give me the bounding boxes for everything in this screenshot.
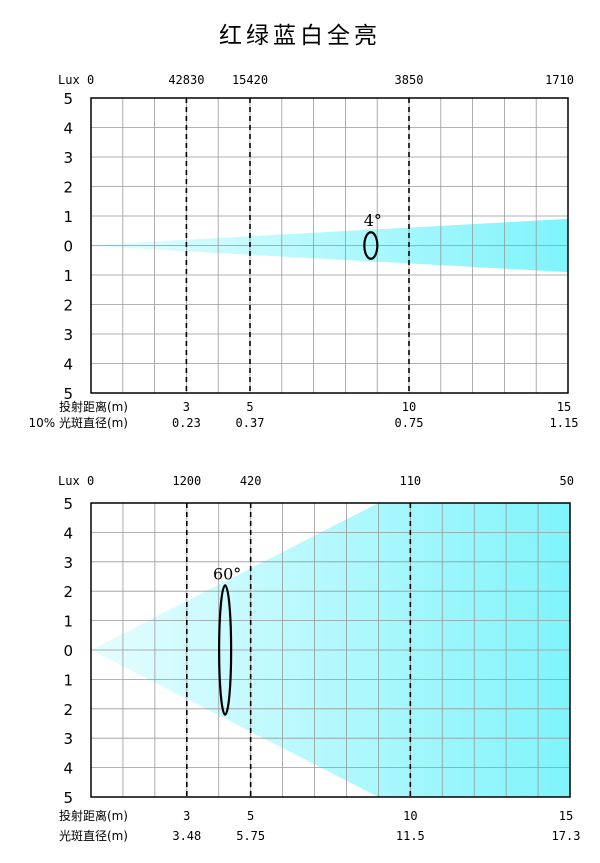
diameter-tick-label: 5.75 [236, 829, 265, 843]
diameter-tick-label: 17.3 [552, 829, 581, 843]
y-tick-label: 1 [63, 208, 73, 226]
lux-tick-label: 0 [87, 474, 94, 488]
y-tick-label: 2 [63, 297, 73, 315]
beam-angle-marker [218, 584, 233, 716]
distance-row-label: 投射距离(m) [59, 399, 128, 414]
diameter-tick-label: 0.37 [236, 416, 265, 430]
y-tick-label: 2 [63, 179, 73, 197]
y-tick-label: 4 [63, 120, 73, 138]
y-tick-label: 4 [63, 524, 73, 542]
y-tick-label: 5 [63, 789, 73, 807]
y-tick-label: 3 [63, 326, 73, 344]
diameter-tick-label: 0.75 [395, 416, 424, 430]
lux-tick-label: 420 [240, 474, 262, 488]
distance-tick-label: 15 [559, 809, 573, 823]
lux-tick-label: 50 [560, 474, 574, 488]
distance-tick-label: 15 [557, 400, 571, 414]
lux-tick-label: 15420 [232, 73, 268, 87]
y-tick-label: 5 [63, 495, 73, 513]
distance-row-label: 投射距离(m) [59, 808, 128, 823]
y-tick-label: 5 [63, 385, 73, 403]
y-tick-label: 1 [63, 613, 73, 631]
y-tick-label: 0 [63, 238, 73, 256]
diameter-tick-label: 0.23 [172, 416, 201, 430]
lux-tick-label: 1710 [545, 73, 574, 87]
y-tick-label: 2 [63, 701, 73, 719]
distance-tick-label: 3 [183, 400, 190, 414]
y-tick-label: 2 [63, 583, 73, 601]
lux-tick-label: 1200 [172, 474, 201, 488]
y-tick-label: 3 [63, 149, 73, 167]
y-tick-label: 4 [63, 760, 73, 778]
y-tick-label: 3 [63, 554, 73, 572]
distance-tick-label: 10 [403, 809, 417, 823]
y-tick-label: 0 [63, 642, 73, 660]
lux-tick-label: 0 [87, 73, 94, 87]
y-tick-label: 1 [63, 671, 73, 689]
diameter-tick-label: 3.48 [172, 829, 201, 843]
page-title: 红绿蓝白全亮 [219, 23, 381, 49]
distance-tick-label: 5 [246, 400, 253, 414]
beam-angle-label: 60° [213, 564, 241, 583]
beam-angle-label: 4° [364, 211, 382, 230]
beam-angle-marker [363, 231, 379, 260]
diameter-tick-label: 1.15 [550, 416, 579, 430]
y-tick-label: 1 [63, 267, 73, 285]
plot-frame [90, 97, 569, 394]
lux-tick-label: 3850 [395, 73, 424, 87]
lux-axis-label: Lux [58, 474, 80, 488]
y-tick-label: 3 [63, 730, 73, 748]
distance-tick-label: 10 [402, 400, 416, 414]
distance-tick-label: 3 [183, 809, 190, 823]
plot-frame [90, 502, 571, 798]
lux-axis-label: Lux [58, 73, 80, 87]
distance-tick-label: 5 [247, 809, 254, 823]
lux-tick-label: 110 [399, 474, 421, 488]
lux-tick-label: 42830 [168, 73, 204, 87]
y-tick-label: 5 [63, 90, 73, 108]
diameter-row-label: 10% 光斑直径(m) [28, 416, 128, 430]
diameter-row-label: 光斑直径(m) [59, 829, 128, 843]
y-tick-label: 4 [63, 356, 73, 374]
diameter-tick-label: 11.5 [396, 829, 425, 843]
